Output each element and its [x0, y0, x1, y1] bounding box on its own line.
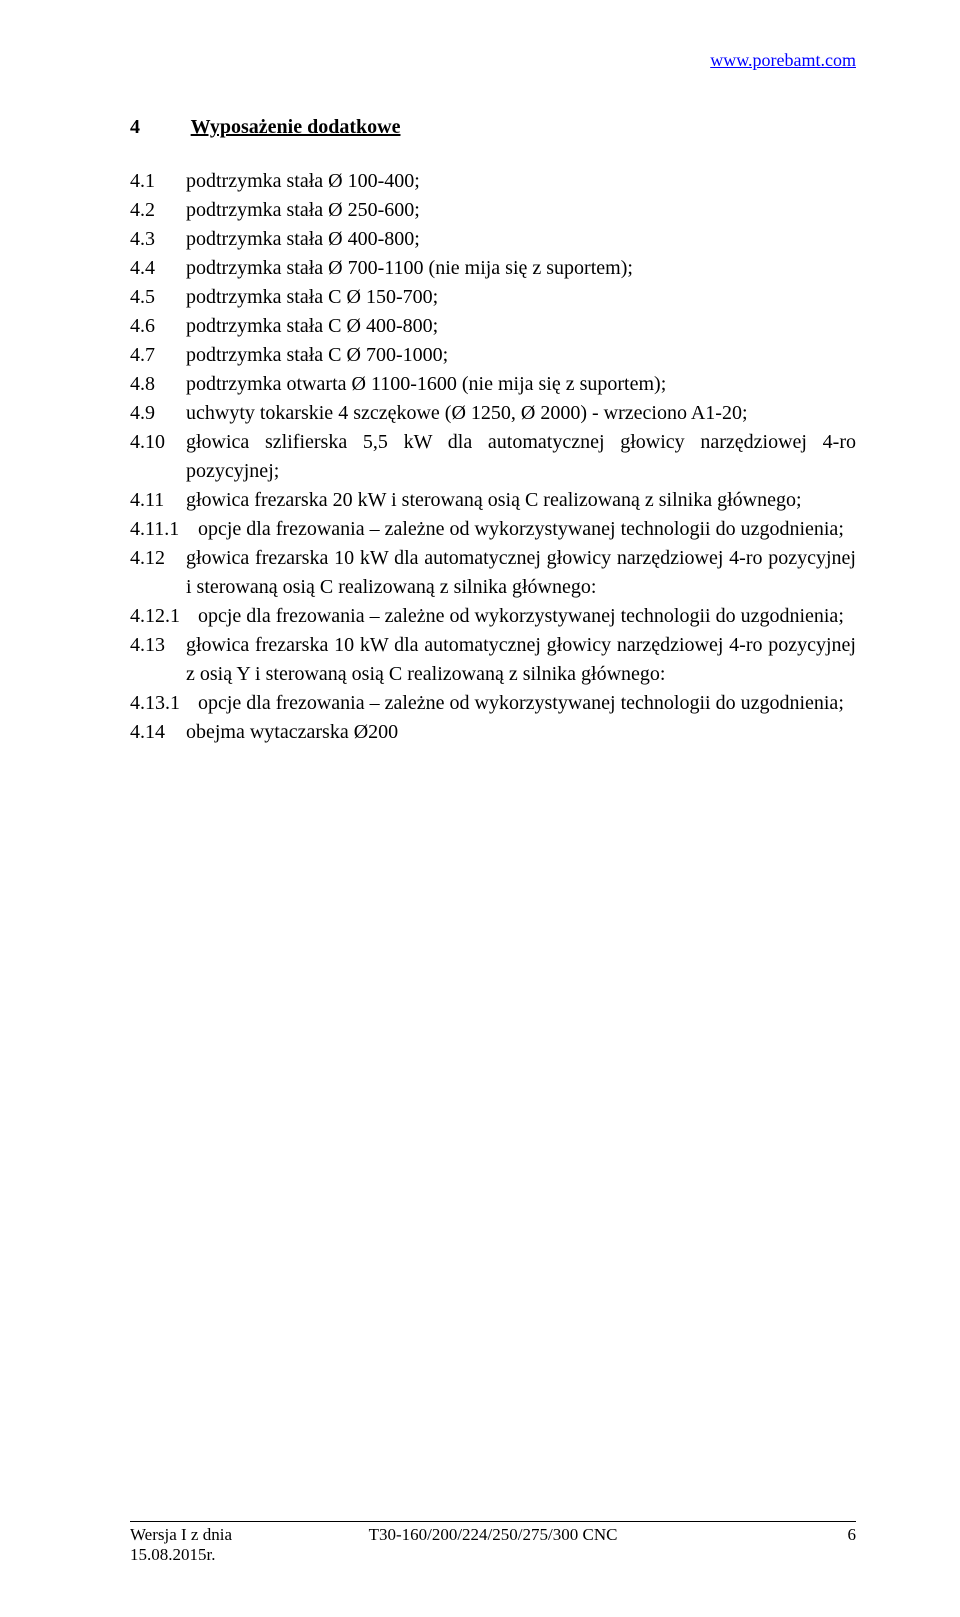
list-item: 4.7podtrzymka stała C Ø 700-1000; [130, 341, 856, 370]
item-number: 4.2 [130, 196, 186, 225]
item-number: 4.9 [130, 399, 186, 428]
item-list: 4.1podtrzymka stała Ø 100-400;4.2podtrzy… [130, 167, 856, 747]
item-text: głowica szlifierska 5,5 kW dla automatyc… [186, 428, 856, 486]
list-item: 4.1podtrzymka stała Ø 100-400; [130, 167, 856, 196]
list-item: 4.4podtrzymka stała Ø 700-1100 (nie mija… [130, 254, 856, 283]
list-item: 4.2podtrzymka stała Ø 250-600; [130, 196, 856, 225]
list-item: 4.13.1opcje dla frezowania – zależne od … [130, 689, 856, 718]
list-item: 4.3podtrzymka stała Ø 400-800; [130, 225, 856, 254]
section-heading: 4 Wyposażenie dodatkowe [130, 116, 856, 139]
item-number: 4.1 [130, 167, 186, 196]
item-number: 4.7 [130, 341, 186, 370]
item-number: 4.10 [130, 428, 186, 486]
list-item: 4.5podtrzymka stała C Ø 150-700; [130, 283, 856, 312]
section-number: 4 [130, 116, 186, 139]
footer-version: Wersja I z dnia [130, 1525, 232, 1545]
footer-left: Wersja I z dnia 15.08.2015r. [130, 1525, 232, 1565]
list-item: 4.11głowica frezarska 20 kW i sterowaną … [130, 486, 856, 515]
item-text: opcje dla frezowania – zależne od wykorz… [198, 515, 856, 544]
list-item: 4.9uchwyty tokarskie 4 szczękowe (Ø 1250… [130, 399, 856, 428]
item-text: podtrzymka stała Ø 250-600; [186, 196, 856, 225]
item-text: podtrzymka otwarta Ø 1100-1600 (nie mija… [186, 370, 856, 399]
source-url[interactable]: www.porebamt.com [710, 50, 856, 71]
item-text: podtrzymka stała Ø 700-1100 (nie mija si… [186, 254, 856, 283]
item-number: 4.5 [130, 283, 186, 312]
list-item: 4.10głowica szlifierska 5,5 kW dla autom… [130, 428, 856, 486]
footer-center: T30-160/200/224/250/275/300 CNC [369, 1525, 618, 1545]
list-item: 4.12głowica frezarska 10 kW dla automaty… [130, 544, 856, 602]
list-item: 4.14obejma wytaczarska Ø200 [130, 718, 856, 747]
item-text: obejma wytaczarska Ø200 [186, 718, 856, 747]
item-text: opcje dla frezowania – zależne od wykorz… [198, 689, 856, 718]
list-item: 4.12.1opcje dla frezowania – zależne od … [130, 602, 856, 631]
item-number: 4.11.1 [130, 515, 198, 544]
item-number: 4.13 [130, 631, 186, 689]
list-item: 4.8podtrzymka otwarta Ø 1100-1600 (nie m… [130, 370, 856, 399]
item-number: 4.12.1 [130, 602, 198, 631]
item-text: podtrzymka stała Ø 400-800; [186, 225, 856, 254]
item-text: podtrzymka stała C Ø 700-1000; [186, 341, 856, 370]
page-footer: Wersja I z dnia 15.08.2015r. T30-160/200… [130, 1521, 856, 1565]
item-number: 4.11 [130, 486, 186, 515]
item-number: 4.13.1 [130, 689, 198, 718]
item-number: 4.6 [130, 312, 186, 341]
item-text: podtrzymka stała Ø 100-400; [186, 167, 856, 196]
item-text: głowica frezarska 10 kW dla automatyczne… [186, 631, 856, 689]
list-item: 4.6podtrzymka stała C Ø 400-800; [130, 312, 856, 341]
item-number: 4.4 [130, 254, 186, 283]
item-text: głowica frezarska 20 kW i sterowaną osią… [186, 486, 856, 515]
item-text: podtrzymka stała C Ø 150-700; [186, 283, 856, 312]
item-number: 4.3 [130, 225, 186, 254]
section-title: Wyposażenie dodatkowe [191, 116, 401, 138]
item-number: 4.8 [130, 370, 186, 399]
item-text: opcje dla frezowania – zależne od wykorz… [198, 602, 856, 631]
item-text: głowica frezarska 10 kW dla automatyczne… [186, 544, 856, 602]
item-text: podtrzymka stała C Ø 400-800; [186, 312, 856, 341]
footer-date: 15.08.2015r. [130, 1545, 232, 1565]
footer-page-number: 6 [848, 1525, 857, 1565]
list-item: 4.11.1opcje dla frezowania – zależne od … [130, 515, 856, 544]
list-item: 4.13głowica frezarska 10 kW dla automaty… [130, 631, 856, 689]
item-number: 4.12 [130, 544, 186, 602]
item-text: uchwyty tokarskie 4 szczękowe (Ø 1250, Ø… [186, 399, 856, 428]
item-number: 4.14 [130, 718, 186, 747]
